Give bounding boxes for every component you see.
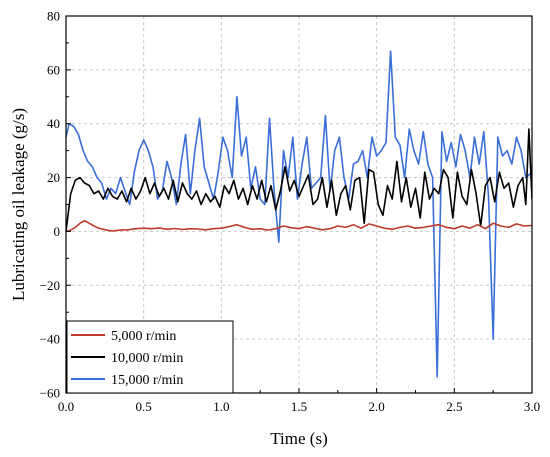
y-tick-label: 40 bbox=[47, 116, 60, 131]
x-axis-title: Time (s) bbox=[270, 429, 327, 448]
x-tick-label: 2.0 bbox=[369, 399, 385, 414]
legend-label-1: 10,000 r/min bbox=[111, 351, 183, 366]
legend-label-0: 5,000 r/min bbox=[111, 329, 176, 344]
x-axis-ticks: 0.0 0.5 1.0 1.5 2.0 2.5 3.0 bbox=[58, 388, 540, 414]
y-tick-label: 0 bbox=[54, 224, 61, 239]
series-line-1 bbox=[66, 128, 532, 232]
y-axis-ticks: −60 −40 −20 0 20 40 60 80 bbox=[40, 9, 71, 401]
x-tick-label: 1.0 bbox=[213, 399, 229, 414]
series-line-2 bbox=[66, 50, 532, 378]
y-tick-label: 80 bbox=[47, 9, 60, 24]
x-tick-label: 1.5 bbox=[291, 399, 307, 414]
legend-label-2: 15,000 r/min bbox=[111, 373, 183, 388]
series-layer bbox=[66, 50, 532, 378]
x-tick-label: 3.0 bbox=[524, 399, 540, 414]
y-tick-label: 60 bbox=[47, 62, 60, 77]
legend: 5,000 r/min 10,000 r/min 15,000 r/min bbox=[66, 320, 234, 394]
y-tick-label: −40 bbox=[40, 332, 60, 347]
y-tick-label: 20 bbox=[47, 170, 60, 185]
x-tick-label: 2.5 bbox=[446, 399, 462, 414]
series-line-0 bbox=[66, 219, 532, 233]
y-tick-label: −20 bbox=[40, 278, 60, 293]
y-axis-title: Lubricating oil leakage (g/s) bbox=[9, 108, 28, 301]
x-tick-label: 0.5 bbox=[136, 399, 152, 414]
x-tick-label: 0.0 bbox=[58, 399, 74, 414]
y-tick-label: −60 bbox=[40, 386, 60, 401]
